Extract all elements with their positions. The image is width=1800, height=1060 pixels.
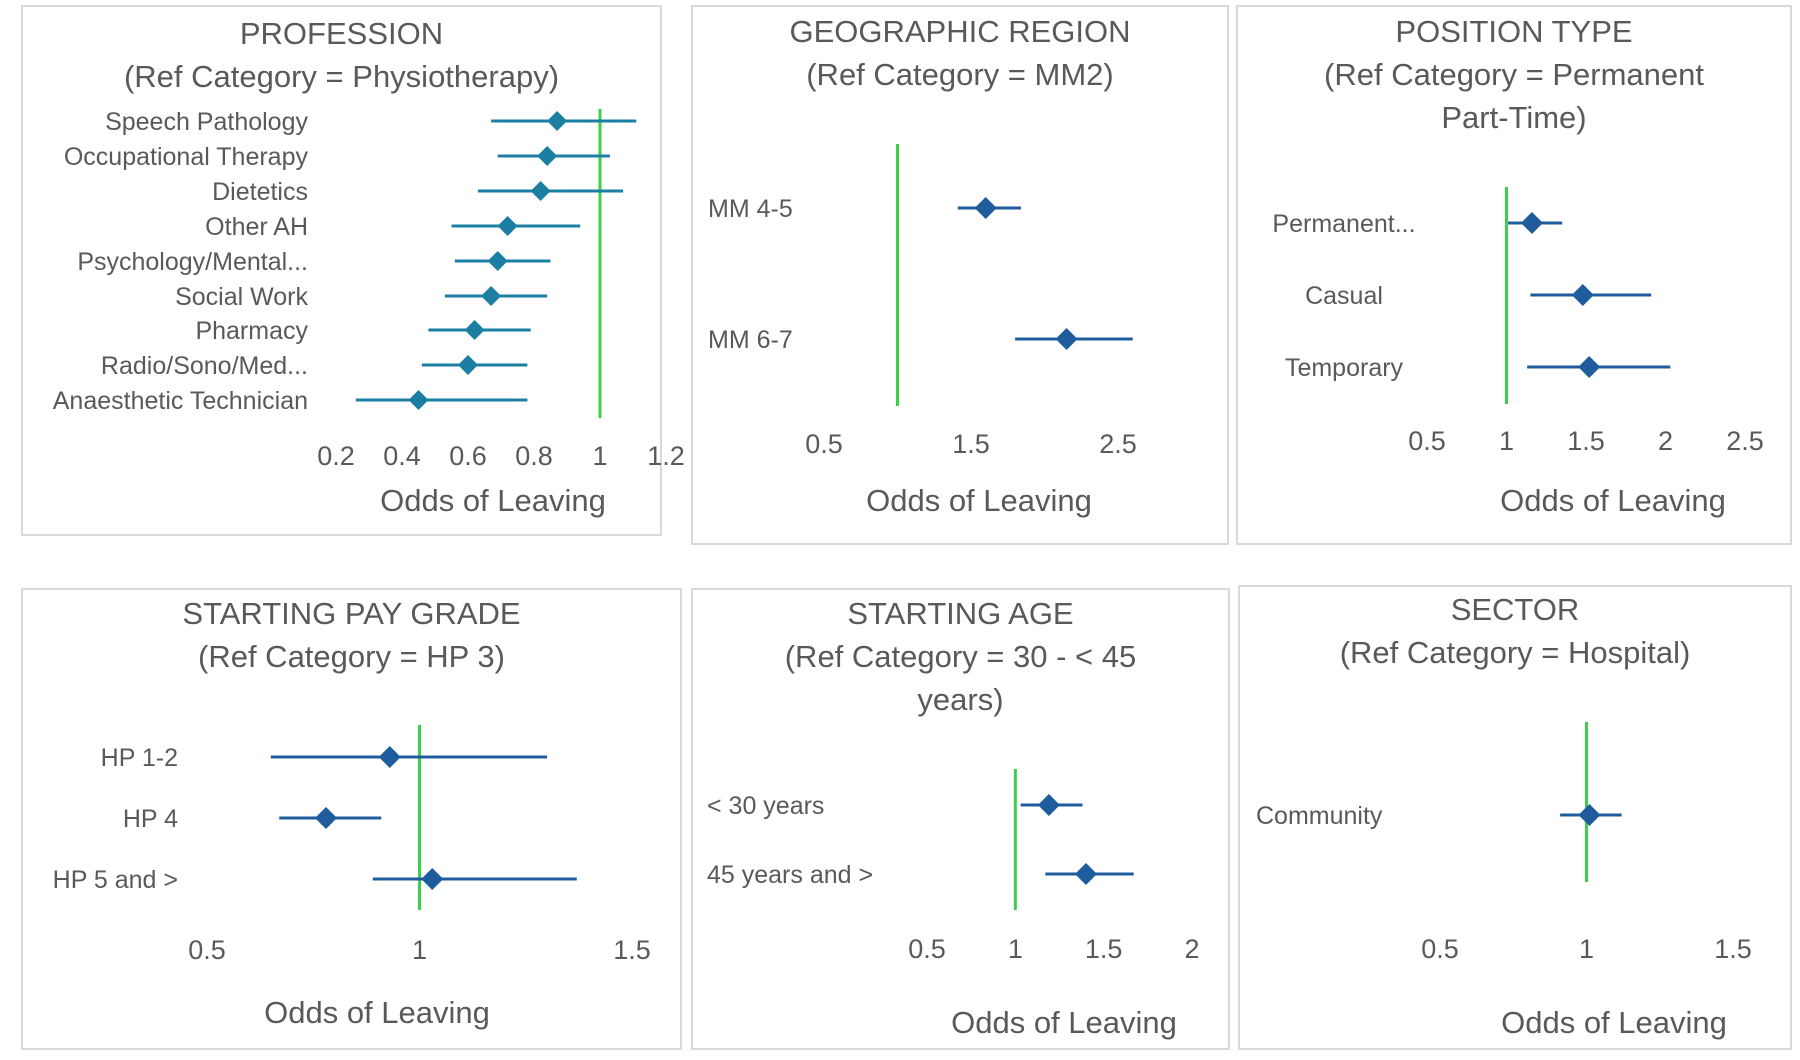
- category-label: HP 1-2: [101, 744, 178, 772]
- x-tick-label: 1.5: [952, 429, 990, 459]
- panel-subtitle: years): [917, 682, 1003, 717]
- category-label: Psychology/Mental...: [77, 248, 308, 276]
- panel-frame: [691, 5, 1229, 545]
- panel-sector: SECTOR (Ref Category = Hospital) 0.5 1 1.5 Od…: [1238, 585, 1792, 1050]
- x-tick-label: 0.8: [515, 441, 553, 471]
- panel-frame: [691, 588, 1230, 1050]
- category-label: HP 5 and >: [53, 866, 178, 894]
- category-label: Permanent...: [1272, 210, 1415, 238]
- panel-subtitle: (Ref Category = MM2): [806, 57, 1114, 92]
- point-estimate: [537, 146, 558, 166]
- point-estimate: [421, 868, 444, 890]
- point-estimate: [1571, 284, 1594, 306]
- x-tick-label: 1.5: [1085, 934, 1123, 964]
- panel-title: STARTING PAY GRADE: [182, 596, 520, 631]
- x-tick-label: 0.5: [908, 934, 946, 964]
- x-tick-label: 1: [412, 935, 427, 965]
- panel-subtitle: (Ref Category = Hospital): [1340, 635, 1691, 670]
- point-estimate: [315, 807, 337, 829]
- x-tick-label: 1: [1499, 426, 1514, 456]
- panel-subtitle: (Ref Category = Physiotherapy): [124, 59, 559, 94]
- x-tick-label: 1.2: [647, 441, 685, 471]
- panel-subtitle: (Ref Category = Permanent: [1324, 57, 1704, 92]
- category-label: Social Work: [175, 283, 308, 311]
- panel-frame: [21, 5, 662, 536]
- point-estimate: [530, 181, 551, 201]
- x-tick-label: 2: [1184, 934, 1199, 964]
- category-label: Community: [1256, 802, 1383, 830]
- point-estimate: [464, 320, 485, 340]
- panel-subtitle: Part-Time): [1441, 100, 1586, 135]
- point-estimate: [1520, 212, 1543, 234]
- x-tick-label: 2: [1658, 426, 1673, 456]
- panel-title: POSITION TYPE: [1395, 14, 1632, 49]
- x-axis-title: Odds of Leaving: [380, 483, 606, 518]
- point-estimate: [1578, 356, 1601, 378]
- x-tick-label: 0.4: [383, 441, 421, 471]
- x-tick-label: 1: [1008, 934, 1023, 964]
- x-tick-label: 1: [1579, 934, 1594, 964]
- point-estimate: [497, 216, 518, 236]
- point-estimate: [481, 286, 502, 306]
- panel-title: GEOGRAPHIC REGION: [789, 14, 1130, 49]
- x-tick-label: 0.6: [449, 441, 487, 471]
- x-tick-label: 0.5: [188, 935, 226, 965]
- category-label: Pharmacy: [195, 317, 308, 345]
- x-axis-title: Odds of Leaving: [951, 1005, 1177, 1040]
- category-label: Other AH: [205, 213, 308, 241]
- x-tick-label: 2.5: [1099, 429, 1137, 459]
- x-tick-label: 1.5: [1714, 934, 1752, 964]
- category-label: Dietetics: [212, 178, 308, 206]
- x-tick-label: 1.5: [1567, 426, 1605, 456]
- panel-subtitle: (Ref Category = HP 3): [198, 639, 505, 674]
- panel-position-type: POSITION TYPE (Ref Category = Permanent Pa…: [1236, 5, 1792, 545]
- category-label: MM 4-5: [708, 195, 793, 223]
- panel-starting-pay-grade: STARTING PAY GRADE (Ref Category = HP 3) 0…: [21, 588, 682, 1050]
- category-label: MM 6-7: [708, 326, 793, 354]
- panel-title: PROFESSION: [240, 16, 443, 51]
- x-axis-title: Odds of Leaving: [1500, 483, 1726, 518]
- point-estimate: [1037, 794, 1060, 816]
- category-label: Speech Pathology: [105, 108, 308, 136]
- panel-starting-age: STARTING AGE (Ref Category = 30 - < 45 yea…: [691, 588, 1230, 1050]
- point-estimate: [1055, 328, 1078, 350]
- category-label: Temporary: [1285, 354, 1404, 382]
- category-label: Occupational Therapy: [64, 143, 309, 171]
- panel-title: SECTOR: [1451, 592, 1580, 627]
- category-label: 45 years and >: [707, 861, 873, 889]
- x-tick-label: 0.5: [805, 429, 843, 459]
- point-estimate: [547, 111, 568, 131]
- point-estimate: [487, 251, 508, 271]
- panel-profession: PROFESSION (Ref Category = Physiotherapy)…: [21, 5, 685, 536]
- point-estimate: [408, 390, 429, 410]
- x-tick-label: 0.5: [1408, 426, 1446, 456]
- panel-subtitle: (Ref Category = 30 - < 45: [785, 639, 1137, 674]
- point-estimate: [1075, 863, 1097, 885]
- x-tick-label: 2.5: [1726, 426, 1764, 456]
- panel-geographic-region: GEOGRAPHIC REGION (Ref Category = MM2) 0.5…: [691, 5, 1229, 545]
- panel-frame: [1236, 5, 1792, 545]
- x-tick-label: 0.5: [1421, 934, 1459, 964]
- category-label: < 30 years: [707, 792, 824, 820]
- x-tick-label: 1.5: [613, 935, 651, 965]
- point-estimate: [378, 746, 401, 768]
- category-label: Casual: [1305, 282, 1383, 310]
- x-axis-title: Odds of Leaving: [264, 995, 490, 1030]
- panel-frame: [1238, 585, 1792, 1050]
- point-estimate: [458, 355, 478, 375]
- point-estimate: [974, 197, 997, 219]
- category-label: Anaesthetic Technician: [53, 387, 308, 415]
- x-tick-label: 1: [592, 441, 607, 471]
- x-axis-title: Odds of Leaving: [866, 483, 1092, 518]
- panel-title: STARTING AGE: [847, 596, 1073, 631]
- category-label: HP 4: [123, 805, 178, 833]
- x-tick-label: 0.2: [317, 441, 355, 471]
- point-estimate: [1578, 804, 1601, 826]
- x-axis-title: Odds of Leaving: [1501, 1005, 1727, 1040]
- category-label: Radio/Sono/Med...: [101, 352, 308, 380]
